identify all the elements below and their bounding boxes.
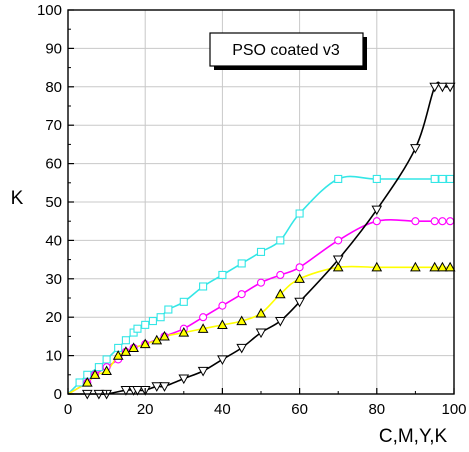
y-axis-title: K [11,188,24,209]
y-tick-label: 20 [45,309,62,326]
data-point-triangle-down [199,367,208,375]
x-tick-label: 100 [441,401,466,418]
data-point-square [165,306,172,313]
y-tick-label: 10 [45,348,62,365]
data-point-square [431,175,438,182]
data-point-circle [447,218,454,225]
y-tick-label: 40 [45,232,62,249]
y-tick-label: 80 [45,79,62,96]
data-point-circle [219,302,226,309]
y-tick-label: 90 [45,40,62,57]
data-point-circle [238,291,245,298]
data-point-square [258,248,265,255]
data-point-square [373,175,380,182]
data-point-triangle-down [276,317,285,325]
data-point-square [103,356,110,363]
y-tick-label: 60 [45,156,62,173]
legend-box: PSO coated v3 [210,33,367,70]
data-point-circle [439,218,446,225]
data-point-square [219,271,226,278]
data-point-circle [277,271,284,278]
y-tick-label: 50 [45,194,62,211]
x-tick-label: 0 [64,401,72,418]
series-line-circle [68,220,450,394]
data-point-circle [431,218,438,225]
data-point-circle [258,279,265,286]
data-point-square [439,175,446,182]
y-tick-label: 100 [37,2,62,19]
data-point-circle [373,218,380,225]
data-point-square [180,298,187,305]
data-point-triangle-down [218,356,227,364]
data-point-square [238,260,245,267]
data-point-square [447,175,454,182]
x-tick-label: 60 [291,401,308,418]
data-point-triangle-down [411,145,420,153]
data-point-square [76,379,83,386]
y-tick-label: 70 [45,117,62,134]
data-point-circle [200,314,207,321]
data-point-square [277,237,284,244]
data-point-square [335,175,342,182]
data-point-square [95,364,102,371]
data-point-square [157,314,164,321]
x-tick-label: 80 [368,401,385,418]
y-tick-label: 30 [45,271,62,288]
data-point-square [149,318,156,325]
data-point-square [296,210,303,217]
data-point-square [142,321,149,328]
data-point-square [134,325,141,332]
x-axis-title: C,M,Y,K [379,426,448,447]
data-point-square [200,283,207,290]
y-tick-label: 0 [54,386,62,403]
data-point-circle [296,264,303,271]
x-tick-label: 40 [214,401,231,418]
data-point-circle [335,237,342,244]
legend-box-text: PSO coated v3 [232,42,340,59]
data-point-square [122,337,129,344]
data-point-circle [412,218,419,225]
x-tick-label: 20 [137,401,154,418]
data-point-triangle-down [237,344,246,352]
